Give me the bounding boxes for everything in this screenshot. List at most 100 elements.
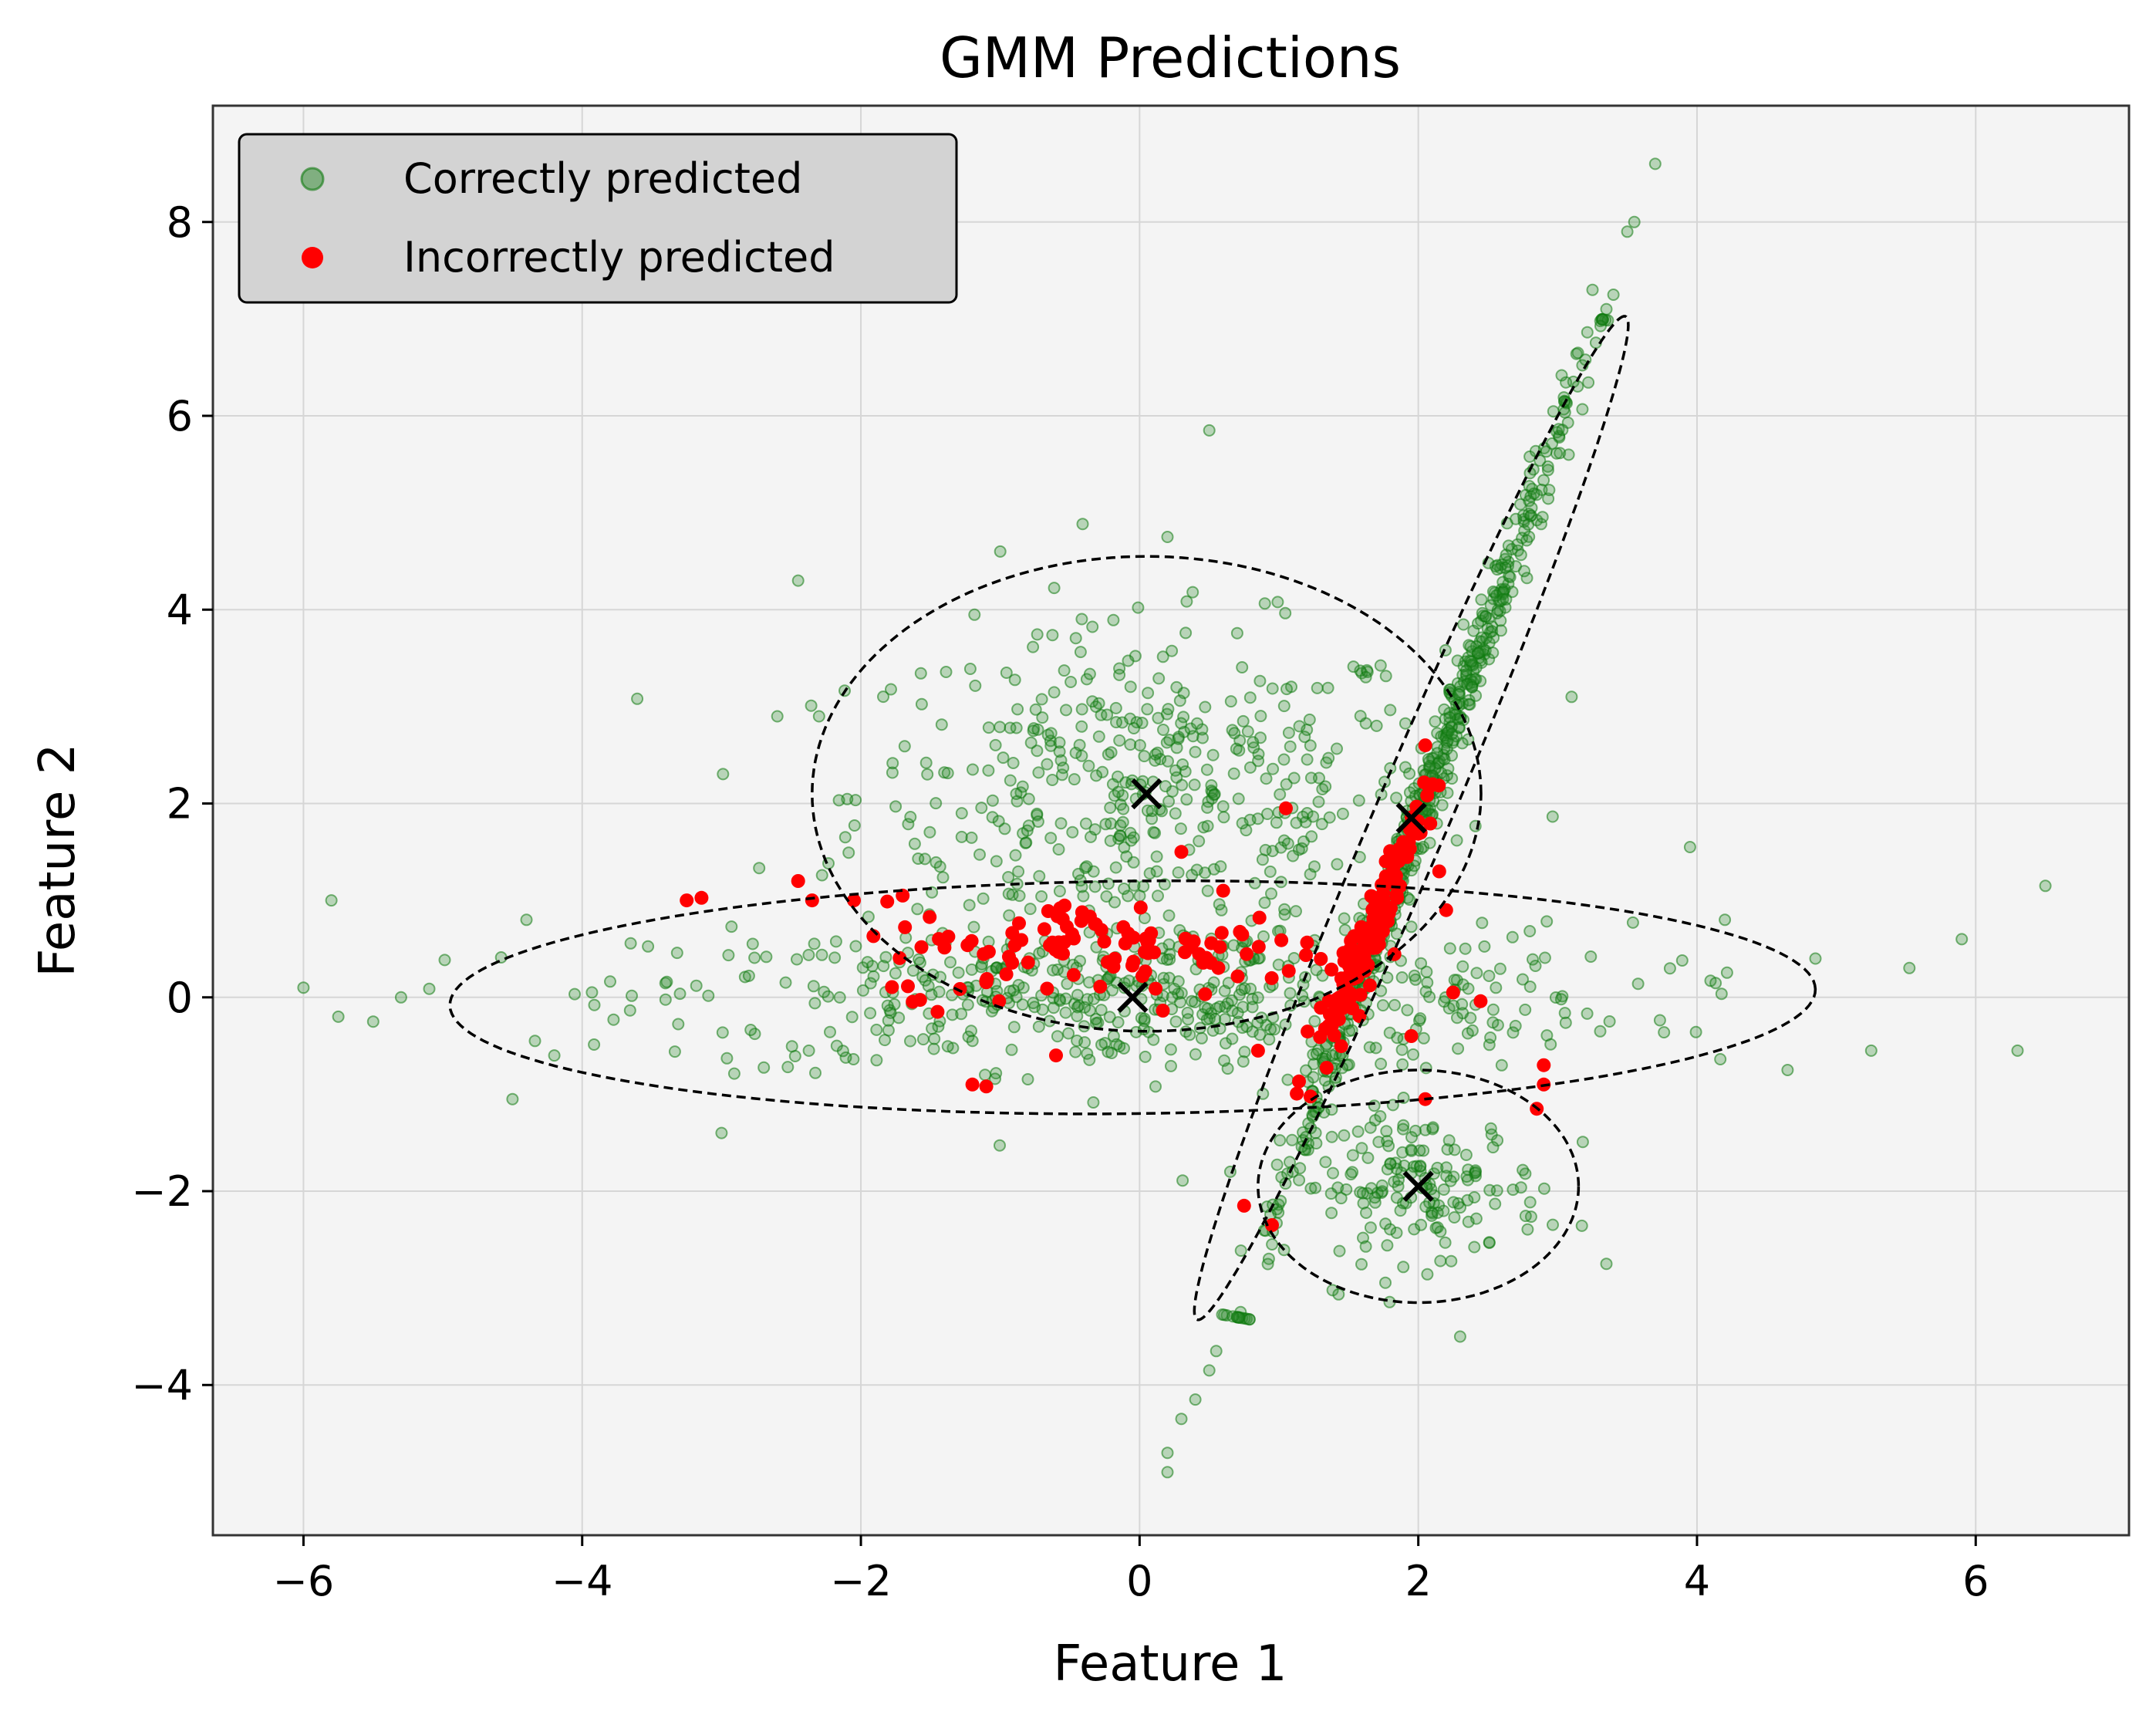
plot-frame bbox=[211, 104, 2131, 1537]
data-point-correct bbox=[1036, 711, 1049, 724]
data-point-correct bbox=[1374, 659, 1387, 672]
data-point-correct bbox=[1277, 700, 1291, 713]
data-point-correct bbox=[1419, 1062, 1432, 1075]
data-point-correct bbox=[1540, 915, 1554, 928]
data-point-incorrect bbox=[1264, 971, 1279, 985]
data-point-correct bbox=[1381, 971, 1394, 984]
data-point-correct bbox=[1448, 1211, 1461, 1224]
data-point-correct bbox=[969, 679, 982, 692]
data-point-correct bbox=[1274, 841, 1287, 854]
data-point-correct bbox=[1113, 734, 1126, 747]
data-point-correct bbox=[1719, 913, 1732, 927]
data-point-correct bbox=[1714, 1053, 1727, 1065]
data-point-correct bbox=[1478, 940, 1491, 953]
data-point-correct bbox=[1453, 688, 1465, 701]
data-point-correct bbox=[1188, 778, 1201, 792]
data-point-incorrect bbox=[1233, 924, 1247, 939]
data-point-correct bbox=[1476, 917, 1489, 930]
data-point-correct bbox=[842, 846, 855, 859]
data-point-correct bbox=[1207, 862, 1220, 876]
data-point-correct bbox=[1415, 1218, 1428, 1231]
data-point-correct bbox=[1396, 1058, 1409, 1071]
data-point-correct bbox=[1264, 865, 1277, 878]
data-point-correct bbox=[1173, 694, 1186, 707]
data-point-correct bbox=[1234, 1244, 1247, 1257]
data-point-correct bbox=[1543, 484, 1556, 497]
data-point-correct bbox=[986, 794, 999, 807]
data-point-correct bbox=[1390, 1191, 1403, 1204]
data-point-correct bbox=[1456, 1007, 1469, 1020]
data-point-correct bbox=[1525, 501, 1538, 515]
data-point-correct bbox=[836, 1045, 849, 1058]
data-point-correct bbox=[1423, 991, 1436, 1004]
data-point-correct bbox=[1631, 977, 1645, 991]
data-point-correct bbox=[1437, 1183, 1450, 1196]
data-point-correct bbox=[1720, 966, 1733, 979]
data-point-correct bbox=[1053, 745, 1066, 758]
data-point-incorrect bbox=[1174, 845, 1189, 859]
data-point-incorrect bbox=[1066, 967, 1081, 982]
data-point-correct bbox=[1162, 909, 1176, 922]
data-point-correct bbox=[791, 953, 803, 966]
data-point-correct bbox=[870, 1054, 883, 1067]
data-point-correct bbox=[1445, 1254, 1458, 1268]
data-point-correct bbox=[864, 1007, 877, 1020]
data-point-correct bbox=[1384, 704, 1397, 717]
gmm-ellipse bbox=[448, 879, 1817, 1116]
data-point-correct bbox=[1264, 1023, 1277, 1036]
data-point-correct bbox=[1554, 993, 1567, 1006]
data-point-correct bbox=[1321, 681, 1334, 694]
data-point-incorrect bbox=[1125, 958, 1139, 973]
data-point-correct bbox=[1180, 793, 1193, 806]
data-point-correct bbox=[1409, 1124, 1422, 1137]
data-point-correct bbox=[1475, 593, 1488, 606]
data-point-correct bbox=[911, 903, 924, 916]
data-point-correct bbox=[1021, 1073, 1034, 1085]
data-point-incorrect bbox=[914, 940, 929, 954]
data-point-correct bbox=[1304, 771, 1318, 785]
data-point-correct bbox=[1284, 740, 1297, 753]
data-point-correct bbox=[1361, 1151, 1375, 1164]
data-point-incorrect bbox=[1252, 910, 1267, 925]
data-point-correct bbox=[1459, 1149, 1473, 1161]
data-point-correct bbox=[1169, 764, 1182, 777]
data-point-correct bbox=[1088, 823, 1102, 836]
data-point-correct bbox=[1035, 693, 1048, 706]
data-point-correct bbox=[1463, 694, 1476, 707]
data-point-correct bbox=[1527, 487, 1540, 500]
center-marker-stroke bbox=[1131, 778, 1162, 810]
data-point-correct bbox=[1304, 739, 1317, 752]
data-point-incorrect bbox=[1418, 738, 1432, 753]
data-point-correct bbox=[1338, 1129, 1351, 1142]
data-point-correct bbox=[1394, 1204, 1407, 1217]
data-point-correct bbox=[1351, 1125, 1365, 1138]
data-point-correct bbox=[1464, 640, 1477, 653]
data-point-correct bbox=[366, 1015, 380, 1028]
data-point-correct bbox=[1059, 1006, 1072, 1019]
data-point-correct bbox=[966, 1035, 979, 1048]
data-point-incorrect bbox=[1012, 916, 1026, 930]
data-point-correct bbox=[1243, 1313, 1256, 1326]
data-point-incorrect bbox=[1230, 969, 1245, 984]
data-point-correct bbox=[1230, 626, 1243, 640]
data-point-correct bbox=[1529, 960, 1542, 972]
data-point-correct bbox=[1046, 629, 1059, 642]
data-point-correct bbox=[1325, 1207, 1338, 1220]
data-point-incorrect bbox=[1037, 922, 1051, 937]
data-point-correct bbox=[1295, 842, 1308, 855]
data-point-correct bbox=[672, 1018, 685, 1031]
data-point-correct bbox=[569, 987, 581, 1001]
data-point-correct bbox=[1523, 530, 1536, 543]
x-tick-label: 0 bbox=[1126, 1557, 1152, 1605]
data-point-incorrect bbox=[1251, 940, 1266, 954]
data-point-correct bbox=[1266, 682, 1279, 695]
data-point-correct bbox=[1075, 703, 1088, 716]
data-point-correct bbox=[1301, 753, 1314, 766]
data-point-correct bbox=[1196, 731, 1209, 744]
data-point-correct bbox=[1032, 766, 1045, 779]
data-point-correct bbox=[919, 852, 931, 866]
data-point-correct bbox=[1277, 753, 1291, 766]
data-point-correct bbox=[1162, 754, 1174, 768]
data-point-correct bbox=[1451, 654, 1464, 667]
